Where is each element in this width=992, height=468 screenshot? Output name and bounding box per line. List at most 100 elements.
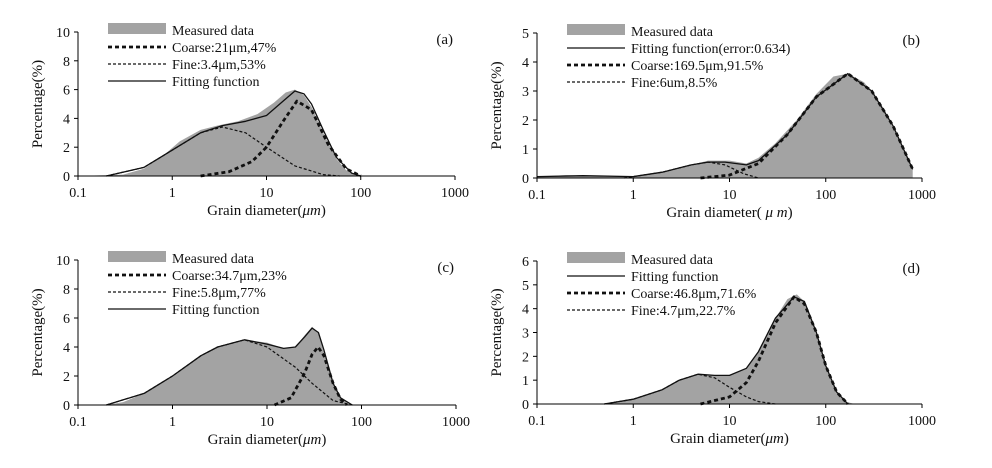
chart-a-x-label-unit: μm (302, 203, 322, 219)
chart-d-fitting-curve (604, 296, 849, 405)
chart-d-y-tick-label: 1 (522, 374, 529, 389)
chart-d-legend-label: Fine:4.7μm,22.7% (631, 304, 736, 319)
chart-b-y-axis-label: Percentage(%) (489, 61, 505, 149)
chart-d-x-tick-label: 10 (723, 414, 737, 429)
chart-d-x-tick-label: 0.1 (528, 414, 546, 429)
chart-d-x-label-prefix: Grain diameter( (670, 431, 765, 447)
chart-a-measured-area (78, 89, 361, 176)
chart-c-y-tick-label: 6 (63, 312, 70, 327)
chart-d-y-tick-label: 2 (522, 350, 529, 365)
chart-a-legend-label: Coarse:21μm,47% (172, 41, 277, 56)
chart-b-x-label-unit: μ m (762, 205, 788, 221)
chart-b-x-tick-label: 1 (630, 188, 637, 203)
chart-a-legend-label: Fine:3.4μm,53% (172, 58, 266, 73)
chart-b-legend-swatch-measured (567, 24, 625, 35)
chart-c-legend-swatch-measured (108, 251, 166, 262)
chart-b-measured-area (537, 73, 913, 178)
chart-c-x-tick-label: 100 (351, 415, 372, 430)
chart-a-y-tick-label: 4 (63, 112, 70, 127)
chart-d-x-tick-label: 1000 (908, 414, 936, 429)
chart-b-x-tick-label: 10 (723, 188, 737, 203)
chart-d-y-tick-label: 5 (522, 279, 529, 294)
chart-a-x-label-prefix: Grain diameter( (207, 203, 302, 219)
chart-d-x-tick-label: 1 (630, 414, 637, 429)
chart-d-legend-swatch-measured (567, 252, 625, 263)
chart-c-legend-label: Fine:5.8μm,77% (172, 286, 266, 301)
chart-c-x-axis-label: Grain diameter(μm) (208, 432, 327, 448)
chart-b-y-tick-label: 0 (522, 172, 529, 187)
chart-a-legend-label: Fitting function (172, 75, 260, 90)
chart-a-x-tick-label: 1000 (441, 186, 469, 201)
chart-d-x-tick-label: 100 (815, 414, 836, 429)
chart-a-x-tick-label: 100 (350, 186, 371, 201)
chart-a-fitting-curve (106, 90, 361, 177)
chart-d-legend-label: Measured data (631, 253, 714, 268)
chart-a-x-label-suffix: ) (321, 203, 326, 219)
chart-d-measured-area (604, 294, 855, 404)
chart-c-measured-area (106, 326, 353, 405)
chart-c-panel-label: (c) (437, 260, 454, 276)
chart-b-x-label-prefix: Grain diameter( (666, 205, 761, 221)
chart-b-legend-label: Fitting function(error:0.634) (631, 42, 791, 57)
chart-c-fitting-curve (106, 327, 353, 406)
chart-d-y-axis-label: Percentage(%) (489, 288, 505, 376)
chart-c-x-label-suffix: ) (321, 432, 326, 448)
chart-d-y-tick-label: 4 (522, 303, 529, 318)
chart-c-x-tick-label: 10 (260, 415, 274, 430)
chart-a-y-tick-label: 10 (56, 26, 70, 41)
chart-b-x-tick-label: 100 (815, 188, 836, 203)
chart-a-legend-label: Measured data (172, 24, 255, 39)
chart-d-legend-label: Coarse:46.8μm,71.6% (631, 287, 757, 302)
chart-c-legend-label: Coarse:34.7μm,23% (172, 269, 287, 284)
chart-a-y-tick-label: 6 (63, 84, 70, 99)
chart-d-x-axis-label: Grain diameter(μm) (670, 431, 789, 447)
chart-b-y-tick-label: 1 (522, 143, 529, 158)
chart-c-y-tick-label: 4 (63, 341, 70, 356)
chart-d-x-label-unit: μm (765, 431, 785, 447)
chart-b-legend-label: Coarse:169.5μm,91.5% (631, 59, 764, 74)
chart-a-coarse-curve (200, 99, 362, 178)
chart-d-x-label-suffix: ) (784, 431, 789, 447)
chart-b: 0 1 2 3 4 5 0.1 1 10 100 1000 Grain diameter( μ m) P… (489, 24, 936, 221)
chart-b-fitting-curve (536, 72, 914, 178)
chart-b-x-tick-label: 1000 (908, 188, 936, 203)
chart-c-legend-label: Fitting function (172, 303, 260, 318)
chart-a-legend-swatch-measured (108, 23, 166, 34)
chart-b-legend-label: Measured data (631, 25, 714, 40)
chart-c-x-tick-label: 1 (169, 415, 176, 430)
chart-d-fine-curve (604, 373, 776, 405)
chart-c-x-label-prefix: Grain diameter( (208, 432, 303, 448)
chart-a-x-tick-label: 1 (169, 186, 176, 201)
chart-b-y-tick-label: 5 (522, 27, 529, 42)
chart-a: 0 2 4 6 8 10 0.1 1 10 100 1000 Grain diameter(μm) Pe… (30, 23, 469, 219)
chart-b-legend-label: Fine:6um,8.5% (631, 76, 718, 91)
chart-c-y-tick-label: 0 (63, 399, 70, 414)
chart-d-y-tick-label: 6 (522, 255, 529, 270)
chart-d-panel-label: (d) (903, 261, 921, 277)
chart-d-y-tick-label: 0 (522, 398, 529, 413)
chart-c: 0 2 4 6 8 10 0.1 1 10 100 1000 Grain diameter(μm) Pe… (30, 251, 470, 448)
chart-c-x-label-unit: μm (302, 432, 322, 448)
chart-c-y-tick-label: 8 (63, 283, 70, 298)
chart-b-x-axis-label: Grain diameter( μ m) (666, 205, 792, 221)
chart-a-x-tick-label: 10 (260, 186, 274, 201)
chart-d-y-tick-label: 3 (522, 327, 529, 342)
chart-c-y-axis-label: Percentage(%) (30, 288, 46, 376)
chart-c-y-tick-label: 2 (63, 370, 70, 385)
chart-b-y-tick-label: 2 (522, 114, 529, 129)
chart-a-panel-label: (a) (436, 32, 453, 48)
chart-b-x-tick-label: 0.1 (528, 188, 546, 203)
chart-a-x-axis-label: Grain diameter(μm) (207, 203, 326, 219)
chart-a-x-tick-label: 0.1 (69, 186, 87, 201)
chart-b-y-tick-label: 4 (522, 56, 529, 71)
chart-c-legend-label: Measured data (172, 252, 255, 267)
chart-d: 0 1 2 3 4 5 6 0.1 1 10 100 1000 Grain diameter(μm) Pe… (489, 252, 936, 447)
chart-a-y-tick-label: 2 (63, 141, 70, 156)
chart-b-y-tick-label: 3 (522, 85, 529, 100)
chart-b-x-label-suffix: ) (788, 205, 793, 221)
chart-c-x-tick-label: 0.1 (69, 415, 87, 430)
chart-a-y-tick-label: 0 (63, 170, 70, 185)
chart-d-legend-label: Fitting function (631, 270, 719, 285)
chart-a-y-tick-label: 8 (63, 55, 70, 70)
